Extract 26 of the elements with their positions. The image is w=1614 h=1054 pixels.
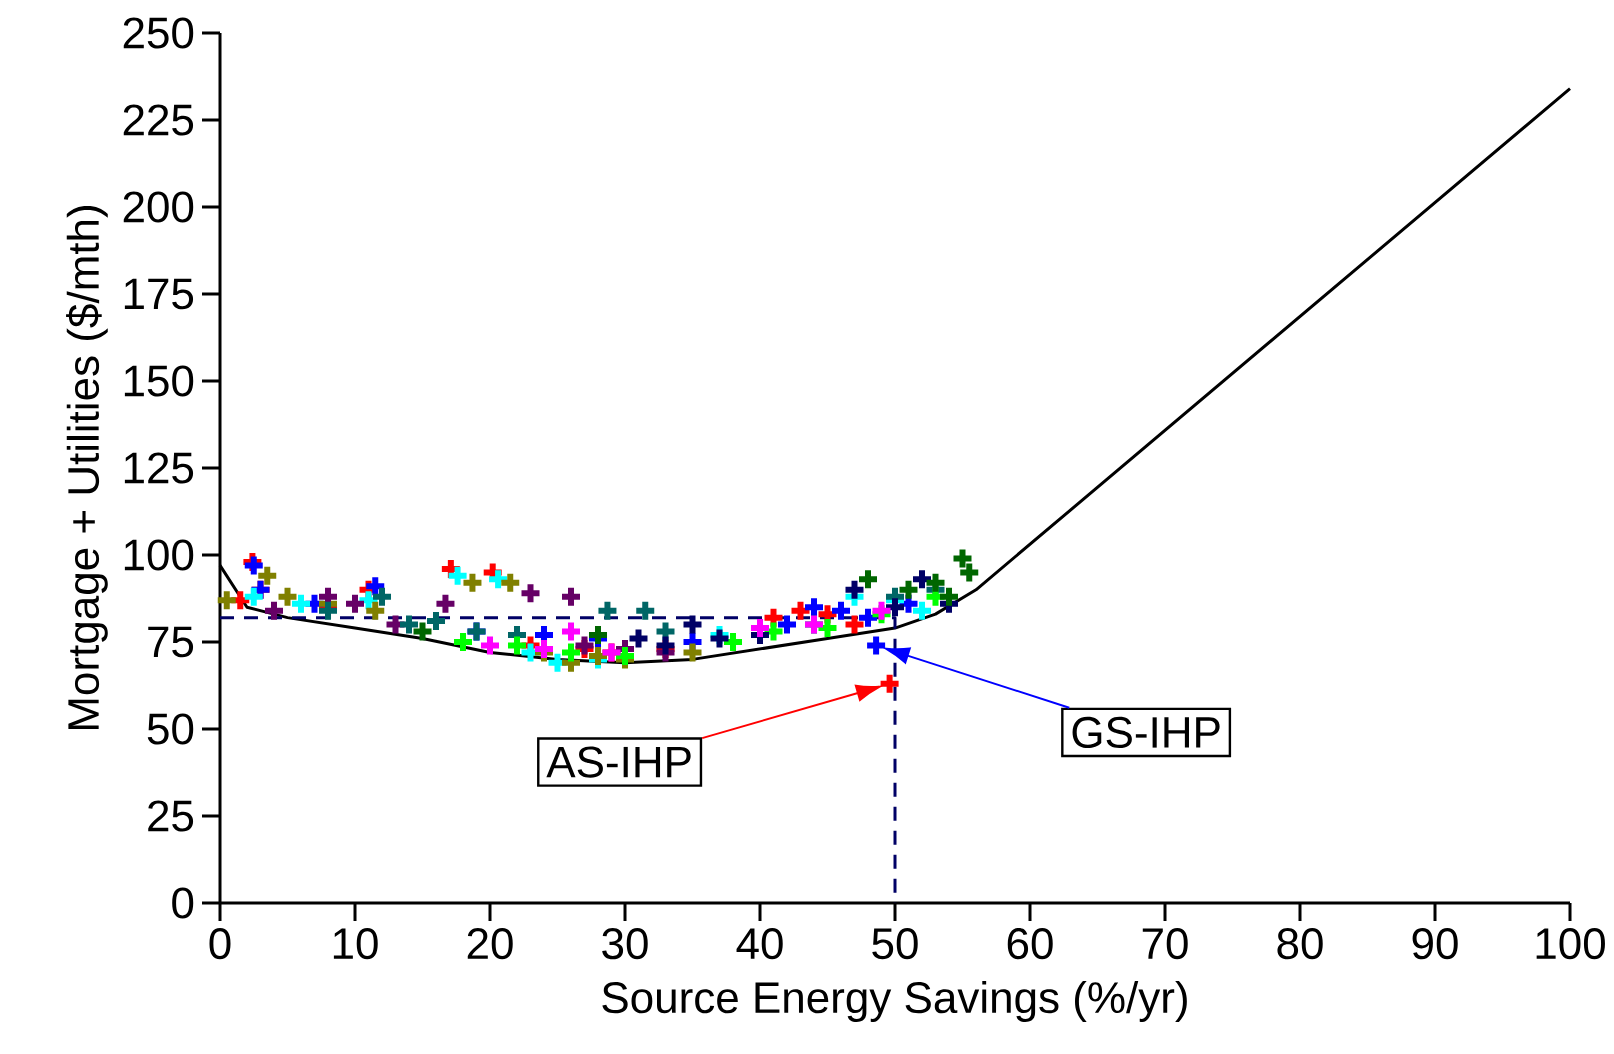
- y-axis-title: Mortgage + Utilities ($/mth): [66, 206, 108, 730]
- y-tick-label: 50: [147, 713, 194, 745]
- x-tick-label: 100: [1536, 928, 1605, 960]
- y-tick-label: 25: [148, 800, 194, 832]
- x-tick-label: 0: [209, 928, 231, 960]
- y-tick-label: 75: [148, 626, 194, 658]
- y-tick-label: 0: [172, 887, 194, 919]
- x-tick-label: 30: [602, 928, 648, 960]
- y-tick-label: 200: [123, 191, 194, 223]
- x-tick-label: 70: [1142, 928, 1188, 960]
- x-tick-label: 50: [872, 928, 918, 960]
- x-axis-title: Source Energy Savings (%/yr): [602, 980, 1187, 1022]
- annotation: GS-IHP: [1072, 716, 1220, 749]
- x-tick-label: 60: [1007, 928, 1053, 960]
- x-tick-label: 40: [736, 928, 783, 960]
- y-tick-label: 100: [124, 539, 194, 571]
- x-tick-label: 20: [467, 928, 513, 960]
- y-tick-label: 175: [124, 278, 194, 310]
- y-tick-label: 250: [123, 17, 194, 49]
- y-tick-label: 125: [124, 452, 194, 484]
- x-tick-label: 90: [1412, 928, 1458, 960]
- x-tick-label: 10: [333, 928, 378, 960]
- x-tick-label: 80: [1277, 928, 1323, 960]
- y-tick-label: 225: [123, 104, 194, 136]
- annotation: AS-IHP: [546, 746, 691, 778]
- y-tick-label: 150: [124, 365, 194, 397]
